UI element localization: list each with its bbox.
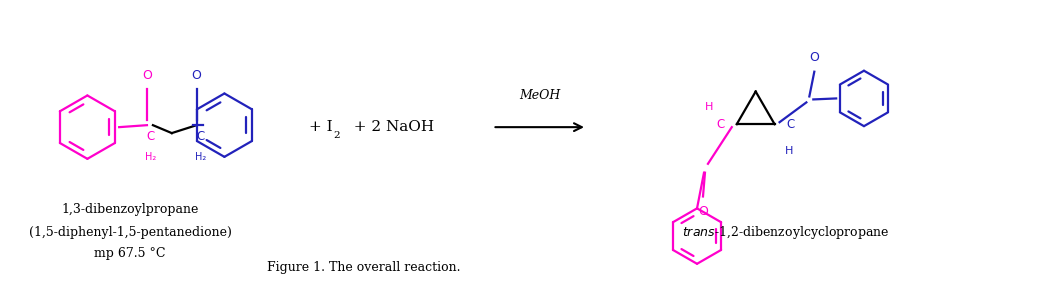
Text: + I: + I [309,120,333,134]
Text: mp 67.5 °C: mp 67.5 °C [94,247,166,260]
Text: 1,3-dibenzoylpropane: 1,3-dibenzoylpropane [61,203,198,216]
Text: $\mathit{trans}$-1,2-dibenzoylcyclopropane: $\mathit{trans}$-1,2-dibenzoylcyclopropa… [681,224,889,241]
Text: O: O [810,51,819,64]
Text: Figure 1. The overall reaction.: Figure 1. The overall reaction. [267,261,460,274]
Text: O: O [698,205,708,218]
Text: H: H [705,102,713,112]
Text: O: O [192,69,202,82]
Text: 2: 2 [334,131,340,140]
Text: C: C [716,118,724,131]
Text: MeOH: MeOH [519,89,561,102]
Text: (1,5-diphenyl-1,5-pentanedione): (1,5-diphenyl-1,5-pentanedione) [28,226,231,239]
Text: H₂: H₂ [145,152,156,162]
Text: + 2 NaOH: + 2 NaOH [343,120,434,134]
Text: H: H [784,146,793,156]
Text: H₂: H₂ [195,152,206,162]
Text: C: C [786,118,795,131]
Text: O: O [142,69,152,82]
Text: C: C [147,130,155,143]
Text: C: C [196,130,205,143]
